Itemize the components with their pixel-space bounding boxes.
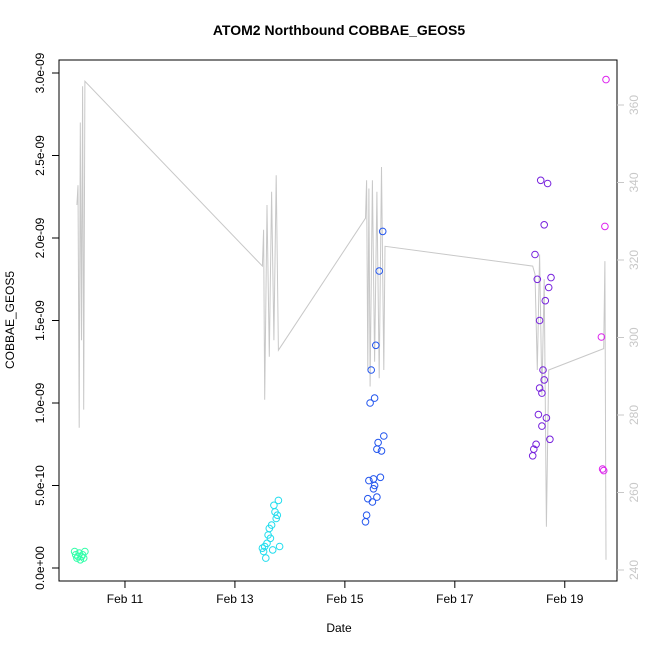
series-0 (70, 547, 89, 564)
y-axis-left: 0.0e+00 5.0e-10 1.0e-09 1.5e-09 2.0e-09 2.5e-… (33, 52, 59, 590)
data-point (530, 445, 538, 454)
data-point (259, 547, 268, 556)
data-point (365, 476, 373, 485)
data-point (542, 414, 551, 422)
series-1 (258, 496, 284, 562)
y-tick-label: 2.5e-09 (33, 135, 47, 176)
data-point (531, 250, 539, 259)
data-point (378, 227, 387, 236)
data-point (272, 514, 281, 523)
y-axis-right: 240 260 280 300 320 340 360 (617, 95, 641, 580)
y-tick-label: 1.0e-09 (33, 382, 47, 423)
data-point (370, 394, 379, 402)
data-point (370, 481, 379, 490)
data-point (544, 283, 553, 292)
data-point (547, 273, 555, 282)
data-point (267, 521, 276, 529)
data-point (533, 275, 542, 284)
data-point (77, 552, 86, 561)
data-point (602, 75, 610, 84)
y-tick-label: 3.0e-09 (33, 52, 47, 93)
data-point (376, 473, 385, 482)
data-point (599, 466, 608, 475)
y2-tick-label: 280 (627, 405, 641, 425)
data-point (375, 267, 384, 275)
data-point (538, 422, 546, 430)
data-point (546, 435, 554, 444)
data-point (601, 222, 609, 231)
y2-tick-label: 260 (627, 482, 641, 502)
y2-tick-label: 340 (627, 172, 641, 192)
data-point (366, 399, 374, 407)
x-tick-label: Feb 11 (107, 592, 144, 606)
data-point (540, 376, 549, 384)
x-tick-label: Feb 13 (216, 592, 254, 606)
chart-title: ATOM2 Northbound COBBAE_GEOS5 (213, 22, 465, 38)
scatter-point-layer (70, 75, 610, 564)
data-point (266, 534, 275, 543)
y-tick-label: 2.0e-09 (33, 217, 47, 258)
data-point (262, 554, 270, 562)
y-tick-label: 1.5e-09 (33, 300, 47, 341)
x-tick-label: Feb 15 (326, 592, 364, 606)
data-point (380, 432, 388, 440)
data-point (532, 440, 540, 449)
data-point (369, 485, 378, 493)
data-point (597, 333, 606, 341)
data-point (540, 221, 549, 229)
secondary-line (76, 80, 607, 560)
data-point (70, 547, 79, 556)
data-point (268, 546, 277, 554)
series-2 (361, 227, 388, 526)
data-point (367, 366, 376, 374)
data-point (372, 341, 380, 350)
y2-tick-label: 240 (627, 560, 641, 580)
y-tick-label: 0.0e+00 (33, 546, 47, 590)
data-point (538, 389, 546, 397)
data-point (377, 447, 386, 455)
y-tick-label: 5.0e-10 (33, 465, 47, 506)
data-point (534, 410, 543, 419)
series-3 (528, 176, 555, 460)
data-point (598, 465, 607, 473)
y2-tick-label: 320 (627, 250, 641, 270)
data-point (362, 511, 371, 520)
data-point (536, 176, 545, 185)
data-point (543, 179, 552, 188)
data-point (374, 438, 382, 447)
data-point (535, 316, 544, 325)
data-point (275, 542, 284, 551)
data-point (258, 544, 267, 553)
y2-tick-label: 300 (627, 327, 641, 347)
secondary-line-layer (76, 80, 607, 560)
data-point (273, 511, 282, 520)
data-point (539, 366, 547, 374)
data-point (535, 384, 544, 392)
data-point (373, 493, 381, 501)
x-axis-label: Date (326, 621, 352, 635)
x-tick-label: Feb 17 (436, 592, 474, 606)
x-tick-label: Feb 19 (546, 592, 584, 606)
y-axis-label: COBBAE_GEOS5 (3, 271, 17, 369)
data-point (274, 496, 283, 505)
y2-tick-label: 360 (627, 95, 641, 115)
data-point (368, 498, 377, 506)
x-axis: Feb 11 Feb 13 Feb 15 Feb 17 Feb 19 (107, 581, 584, 606)
data-point (81, 547, 89, 556)
data-point (263, 539, 271, 548)
data-point (541, 296, 550, 305)
series-4 (597, 75, 610, 475)
